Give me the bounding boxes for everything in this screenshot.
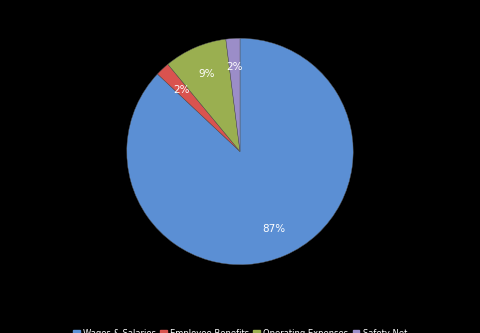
Legend: Wages & Salaries, Employee Benefits, Operating Expenses, Safety Net: Wages & Salaries, Employee Benefits, Ope… [71, 327, 409, 333]
Text: 2%: 2% [227, 62, 243, 72]
Text: 2%: 2% [174, 85, 190, 95]
Text: 87%: 87% [262, 224, 285, 234]
Wedge shape [127, 38, 353, 265]
Wedge shape [157, 64, 240, 152]
Wedge shape [226, 38, 240, 152]
Wedge shape [168, 39, 240, 152]
Text: 9%: 9% [198, 69, 215, 79]
